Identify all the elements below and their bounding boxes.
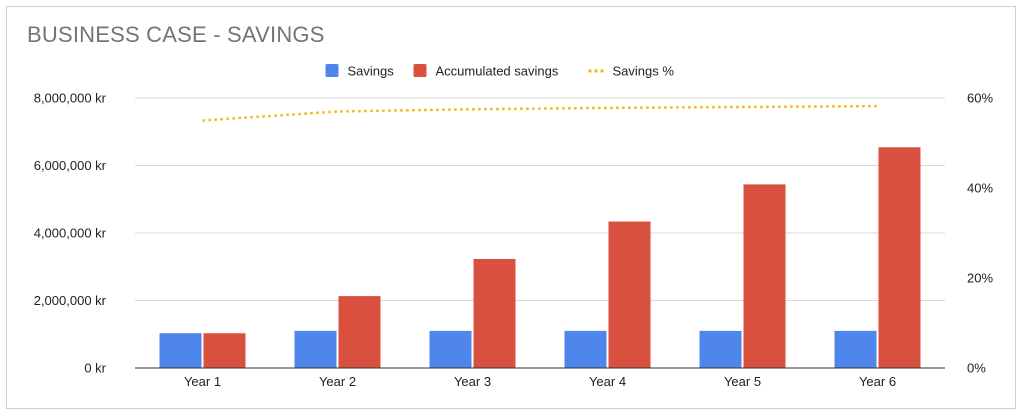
y-left-tick-label: 8,000,000 kr	[34, 91, 107, 106]
bar-accumulated-savings-5	[743, 184, 786, 368]
bar-savings-5	[699, 330, 742, 368]
bar-savings-2	[294, 330, 337, 368]
y-right-tick-label: 0%	[967, 361, 986, 376]
x-tick-label: Year 4	[589, 374, 626, 389]
y-left-tick-label: 2,000,000 kr	[34, 293, 107, 308]
x-tick-label: Year 6	[859, 374, 896, 389]
legend-label-accumulated-savings: Accumulated savings	[436, 64, 559, 79]
line-savings-percent	[202, 104, 878, 122]
y-right-tick-label: 40%	[967, 181, 993, 196]
y-right-tick-label: 20%	[967, 271, 993, 286]
legend-swatch-savings	[325, 64, 339, 77]
legend-swatch-accumulated-savings	[413, 64, 427, 77]
bar-accumulated-savings-2	[338, 296, 381, 368]
bar-savings-6	[834, 330, 877, 368]
bar-accumulated-savings-1	[203, 333, 246, 368]
bar-accumulated-savings-6	[878, 147, 921, 368]
y-right-tick-label: 60%	[967, 91, 993, 106]
x-tick-label: Year 2	[319, 374, 356, 389]
legend-label-savings: Savings	[348, 64, 395, 79]
y-left-tick-label: 4,000,000 kr	[34, 226, 107, 241]
legend-label-savings-: Savings %	[613, 64, 675, 79]
bar-savings-4	[564, 330, 607, 368]
y-left-tick-label: 0 kr	[84, 361, 106, 376]
bar-accumulated-savings-3	[473, 258, 516, 368]
x-tick-label: Year 1	[184, 374, 221, 389]
bar-savings-3	[429, 330, 472, 368]
x-tick-label: Year 5	[724, 374, 761, 389]
y-left-tick-label: 6,000,000 kr	[34, 158, 107, 173]
x-tick-label: Year 3	[454, 374, 491, 389]
chart-title: BUSINESS CASE - SAVINGS	[27, 22, 325, 47]
bar-accumulated-savings-4	[608, 221, 651, 368]
bar-savings-1	[159, 333, 202, 368]
